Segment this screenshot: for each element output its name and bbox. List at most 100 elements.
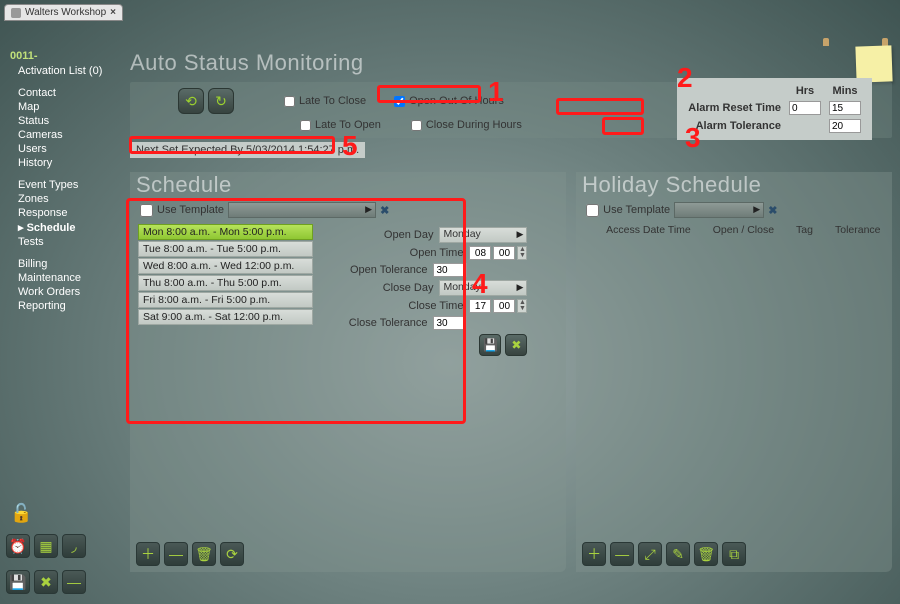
- open-time-hours-input[interactable]: [469, 246, 491, 260]
- schedule-cancel-button[interactable]: ✖: [505, 334, 527, 356]
- open-day-label: Open Day: [341, 229, 433, 241]
- holiday-delete-button[interactable]: 🗑: [694, 542, 718, 566]
- schedule-row[interactable]: Fri 8:00 a.m. - Fri 5:00 p.m.: [138, 292, 313, 308]
- holiday-expand-button[interactable]: ⤢: [638, 542, 662, 566]
- schedule-remove-button[interactable]: —: [164, 542, 188, 566]
- sidebar-item-contact[interactable]: Contact: [10, 86, 124, 100]
- holiday-use-template-label: Use Template: [603, 204, 670, 216]
- mins-header: Mins: [826, 84, 864, 98]
- alarm-reset-mins-input[interactable]: [829, 101, 861, 115]
- schedule-row[interactable]: Wed 8:00 a.m. - Wed 12:00 p.m.: [138, 258, 313, 274]
- holiday-panel: Holiday Schedule Use Template ✖ Access D…: [576, 172, 892, 572]
- close-tolerance-label: Close Tolerance: [335, 317, 427, 329]
- next-set-expected: Next Set Expected By 5/03/2014 1:54:27 p…: [130, 142, 365, 158]
- close-time-hours-input[interactable]: [469, 299, 491, 313]
- close-time-label: Close Time: [371, 300, 463, 312]
- refresh-button[interactable]: ↻: [208, 88, 234, 114]
- close-day-select[interactable]: Monday: [439, 280, 527, 296]
- open-out-of-hours-checkbox[interactable]: Open Out Of Hours: [394, 95, 504, 107]
- sidebar-item-response[interactable]: Response: [10, 206, 124, 220]
- holiday-col-access: Access Date Time: [606, 224, 691, 236]
- schedule-panel: Schedule Use Template ✖ Mon 8:00 a.m. - …: [130, 172, 566, 572]
- holiday-add-button[interactable]: ＋: [582, 542, 606, 566]
- sidebar-item-map[interactable]: Map: [10, 100, 124, 114]
- alarm-tolerance-mins-input[interactable]: [829, 119, 861, 133]
- workspace-tab[interactable]: Walters Workshop ×: [4, 4, 123, 21]
- site-code: 0011-: [10, 50, 124, 62]
- grid-icon[interactable]: ▦: [34, 534, 58, 558]
- alarm-reset-time-label: Alarm Reset Time: [685, 100, 784, 116]
- close-during-hours-label: Close During Hours: [426, 119, 522, 131]
- sidebar-item-billing[interactable]: Billing: [10, 257, 124, 271]
- schedule-delete-button[interactable]: 🗑: [192, 542, 216, 566]
- close-during-hours-checkbox[interactable]: Close During Hours: [411, 119, 522, 131]
- save-icon[interactable]: 💾: [6, 570, 30, 594]
- late-to-close-label: Late To Close: [299, 95, 366, 107]
- alarm-settings: Hrs Mins Alarm Reset Time Alarm Toleranc…: [677, 78, 872, 140]
- close-icon[interactable]: ×: [110, 7, 116, 18]
- sidebar-item-cameras[interactable]: Cameras: [10, 128, 124, 142]
- holiday-use-template-checkbox[interactable]: [586, 204, 599, 217]
- holiday-copy-button[interactable]: ⧉: [722, 542, 746, 566]
- sidebar-item-zones[interactable]: Zones: [10, 192, 124, 206]
- schedule-add-button[interactable]: ＋: [136, 542, 160, 566]
- late-to-open-checkbox[interactable]: Late To Open: [300, 119, 381, 131]
- holiday-template-clear[interactable]: ✖: [768, 204, 777, 217]
- schedule-row[interactable]: Thu 8:00 a.m. - Thu 5:00 p.m.: [138, 275, 313, 291]
- alarm-icon[interactable]: ⏰: [6, 534, 30, 558]
- alarm-tolerance-label: Alarm Tolerance: [685, 118, 784, 134]
- schedule-list: Mon 8:00 a.m. - Mon 5:00 p.m. Tue 8:00 a…: [138, 224, 313, 326]
- pin-icon: [823, 38, 829, 46]
- alarm-reset-hrs-input[interactable]: [789, 101, 821, 115]
- open-day-select[interactable]: Monday: [439, 227, 527, 243]
- schedule-form: Open Day Monday Open Time ▲▼ Open Tolera…: [335, 224, 527, 356]
- sidebar-item-tests[interactable]: Tests: [10, 235, 124, 249]
- holiday-edit-button[interactable]: ✎: [666, 542, 690, 566]
- open-time-label: Open Time: [371, 247, 463, 259]
- sidebar-item-event-types[interactable]: Event Types: [10, 178, 124, 192]
- schedule-save-button[interactable]: 💾: [479, 334, 501, 356]
- schedule-use-template-label: Use Template: [157, 204, 224, 216]
- open-tolerance-label: Open Tolerance: [335, 264, 427, 276]
- holiday-col-openclose: Open / Close: [713, 224, 774, 236]
- sidebar-item-history[interactable]: History: [10, 156, 124, 170]
- schedule-row[interactable]: Tue 8:00 a.m. - Tue 5:00 p.m.: [138, 241, 313, 257]
- cancel-icon[interactable]: ✖: [34, 570, 58, 594]
- schedule-template-select[interactable]: [228, 202, 376, 218]
- sidebar-item-work-orders[interactable]: Work Orders: [10, 285, 124, 299]
- schedule-sync-button[interactable]: ⟳: [220, 542, 244, 566]
- schedule-use-template-checkbox[interactable]: [140, 204, 153, 217]
- sidebar-item-users[interactable]: Users: [10, 142, 124, 156]
- schedule-title: Schedule: [136, 172, 558, 198]
- schedule-row[interactable]: Sat 9:00 a.m. - Sat 12:00 p.m.: [138, 309, 313, 325]
- sidebar-item-status[interactable]: Status: [10, 114, 124, 128]
- sidebar-item-activation-list[interactable]: Activation List (0): [10, 64, 124, 78]
- holiday-col-tag: Tag: [796, 224, 813, 236]
- hrs-header: Hrs: [786, 84, 824, 98]
- holiday-remove-button[interactable]: —: [610, 542, 634, 566]
- unlock-icon[interactable]: 🔓: [10, 503, 32, 524]
- close-time-spinner[interactable]: ▲▼: [517, 299, 527, 313]
- minimize-icon[interactable]: —: [62, 570, 86, 594]
- workspace-tab-label: Walters Workshop: [25, 7, 106, 18]
- late-to-close-checkbox[interactable]: Late To Close: [284, 95, 366, 107]
- late-to-open-label: Late To Open: [315, 119, 381, 131]
- rss-icon[interactable]: ◞: [62, 534, 86, 558]
- open-out-of-hours-label: Open Out Of Hours: [409, 95, 504, 107]
- asm-title: Auto Status Monitoring: [130, 50, 892, 76]
- close-time-mins-input[interactable]: [493, 299, 515, 313]
- open-tolerance-input[interactable]: [433, 263, 467, 277]
- open-time-mins-input[interactable]: [493, 246, 515, 260]
- prev-button[interactable]: ⟲: [178, 88, 204, 114]
- close-day-label: Close Day: [341, 282, 433, 294]
- schedule-row[interactable]: Mon 8:00 a.m. - Mon 5:00 p.m.: [138, 224, 313, 240]
- schedule-template-clear[interactable]: ✖: [380, 204, 389, 217]
- open-time-spinner[interactable]: ▲▼: [517, 246, 527, 260]
- sidebar-item-reporting[interactable]: Reporting: [10, 299, 124, 313]
- sidebar-item-maintenance[interactable]: Maintenance: [10, 271, 124, 285]
- holiday-template-select[interactable]: [674, 202, 764, 218]
- holiday-col-tolerance: Tolerance: [835, 224, 881, 236]
- close-tolerance-input[interactable]: [433, 316, 467, 330]
- person-icon: [11, 8, 21, 18]
- sidebar-item-schedule[interactable]: Schedule: [10, 220, 124, 235]
